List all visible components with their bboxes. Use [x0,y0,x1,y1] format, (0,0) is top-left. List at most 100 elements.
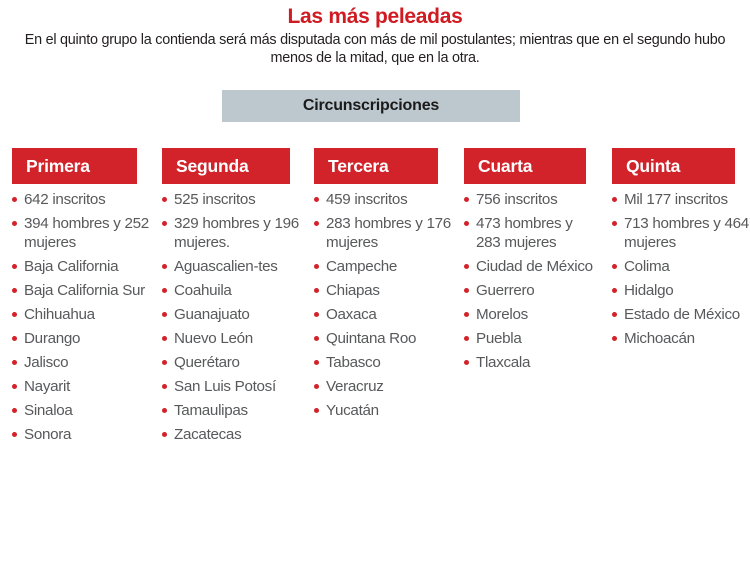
list-item: Nayarit [12,377,150,396]
list-item: Nuevo León [162,329,302,348]
circunscripcion-header-label: Tercera [328,155,389,176]
bullet-dot-icon [12,288,17,293]
bullet-dot-icon [162,408,167,413]
list-item: Sonora [12,425,150,444]
bullet-dot-icon [314,221,319,226]
list-item: Baja California Sur [12,281,150,300]
list-item-label: Zacatecas [174,426,242,443]
list-item: Campeche [314,257,452,276]
bullet-dot-icon [12,221,17,226]
list-item-label: Baja California Sur [24,282,145,299]
bullet-dot-icon [12,197,17,202]
list-item: Hidalgo [612,281,750,300]
list-item-label: Colima [624,258,670,275]
bullet-dot-icon [314,197,319,202]
bullet-dot-icon [162,197,167,202]
list-item-label: 473 hombres y 283 mujeres [476,215,573,251]
list-item: Chiapas [314,281,452,300]
list-item-label: Durango [24,330,81,347]
circunscripcion-list: Mil 177 inscritos 713 hombres y 464 mujer… [612,190,750,348]
page-title: Las más peleadas [287,5,463,28]
list-item-label: Aguascalien-tes [174,258,278,275]
list-item: Morelos [464,305,600,324]
list-item-label: Morelos [476,306,528,323]
list-item: 283 hombres y 176 mujeres [314,214,452,252]
bullet-dot-icon [162,312,167,317]
circunscripcion-header-label: Cuarta [478,155,533,176]
list-item-label: 756 inscritos [476,191,558,208]
circunscripcion-header: Cuarta [464,148,586,184]
bullet-dot-icon [12,360,17,365]
list-item-label: San Luis Potosí [174,378,276,395]
list-item: 394 hombres y 252 mujeres [12,214,150,252]
circunscripciones-band: Circunscripciones [222,90,520,122]
list-item-label: Yucatán [326,402,379,419]
list-item-label: Veracruz [326,378,384,395]
bullet-dot-icon [162,336,167,341]
list-item: 459 inscritos [314,190,452,209]
bullet-dot-icon [612,264,617,269]
circunscripcion-list: 459 inscritos 283 hombres y 176 mujeres Ca… [314,190,452,420]
list-item: 473 hombres y 283 mujeres [464,214,600,252]
list-item: Guerrero [464,281,600,300]
list-item: 756 inscritos [464,190,600,209]
list-item-label: Querétaro [174,354,240,371]
section-band-wrapper: Circunscripciones [0,90,750,122]
list-item-label: Michoacán [624,330,695,347]
bullet-dot-icon [162,360,167,365]
list-item-label: Tamaulipas [174,402,248,419]
list-item-label: Tabasco [326,354,381,371]
circunscripcion-list: 525 inscritos 329 hombres y 196 mujeres. A… [162,190,302,444]
bullet-dot-icon [12,408,17,413]
list-item-label: Sinaloa [24,402,73,419]
list-item: Michoacán [612,329,750,348]
bullet-dot-icon [612,336,617,341]
bullet-dot-icon [612,197,617,202]
bullet-dot-icon [12,264,17,269]
circunscripcion-column: Cuarta 756 inscritos 473 hombres y 283 muj… [452,148,600,377]
list-item: Tabasco [314,353,452,372]
bullet-dot-icon [464,264,469,269]
list-item-label: Baja California [24,258,119,275]
circunscripcion-header: Primera [12,148,137,184]
bullet-dot-icon [464,312,469,317]
list-item-label: 459 inscritos [326,191,408,208]
list-item-label: Chihuahua [24,306,95,323]
list-item: Yucatán [314,401,452,420]
bullet-dot-icon [612,221,617,226]
list-item-label: 525 inscritos [174,191,256,208]
bullet-dot-icon [162,221,167,226]
circunscripcion-header: Tercera [314,148,438,184]
list-item-label: Hidalgo [624,282,674,299]
circunscripcion-header: Quinta [612,148,735,184]
bullet-dot-icon [162,288,167,293]
list-item: Quintana Roo [314,329,452,348]
list-item-label: Sonora [24,426,72,443]
list-item: Veracruz [314,377,452,396]
list-item: San Luis Potosí [162,377,302,396]
bullet-dot-icon [162,264,167,269]
list-item-label: Mil 177 inscritos [624,191,728,208]
bullet-dot-icon [314,384,319,389]
list-item-label: Oaxaca [326,306,377,323]
circunscripcion-header: Segunda [162,148,290,184]
circunscripcion-list: 642 inscritos 394 hombres y 252 mujeres Ba… [12,190,150,444]
circunscripcion-column: Quinta Mil 177 inscritos 713 hombres y 464… [600,148,750,353]
list-item: Chihuahua [12,305,150,324]
bullet-dot-icon [464,288,469,293]
list-item: Tamaulipas [162,401,302,420]
list-item: Sinaloa [12,401,150,420]
bullet-dot-icon [464,221,469,226]
list-item: 329 hombres y 196 mujeres. [162,214,302,252]
bullet-dot-icon [612,288,617,293]
circunscripcion-column: Segunda 525 inscritos 329 hombres y 196 mu… [150,148,302,449]
list-item: Coahuila [162,281,302,300]
list-item: 642 inscritos [12,190,150,209]
list-item: Guanajuato [162,305,302,324]
header-block: Las más peleadas En el quinto grupo la c… [0,0,750,67]
bullet-dot-icon [12,312,17,317]
list-item: 713 hombres y 464 mujeres [612,214,750,252]
list-item-label: Quintana Roo [326,330,417,347]
list-item: Baja California [12,257,150,276]
list-item-label: 642 inscritos [24,191,106,208]
